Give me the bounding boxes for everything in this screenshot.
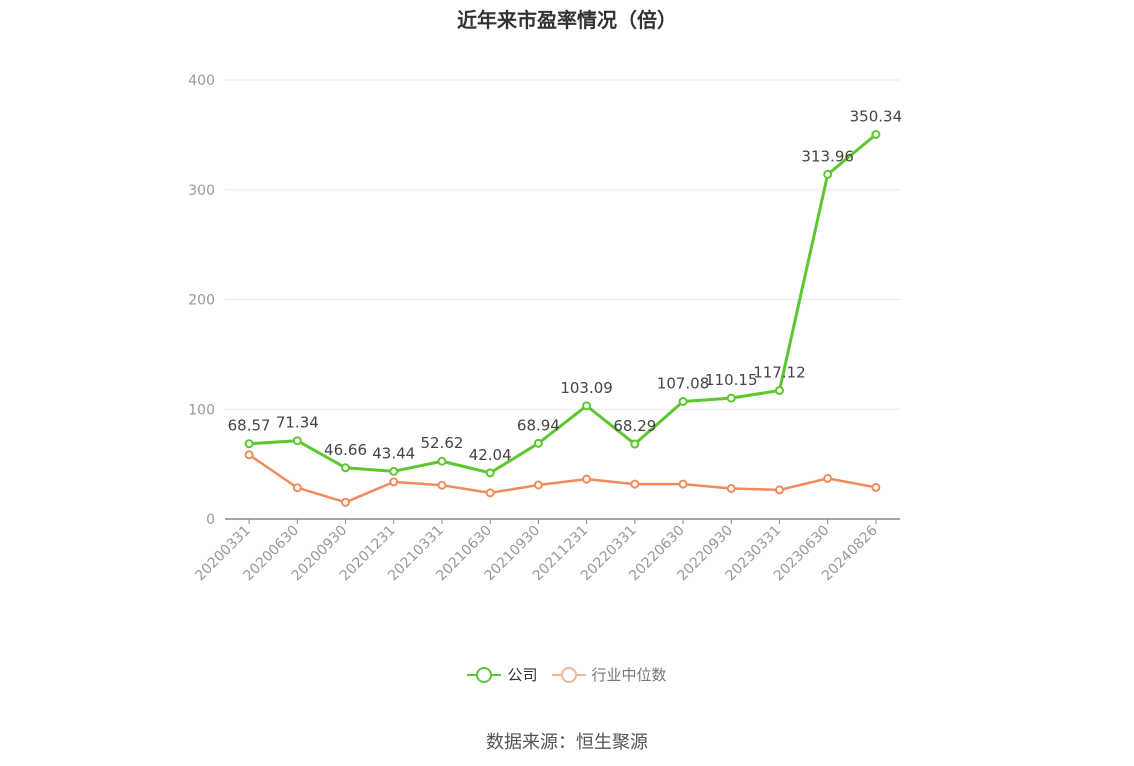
company-data-label: 46.66 [324,441,367,459]
company-point [774,385,784,395]
data-labels: 68.57 71.34 46.66 43.44 52.62 42.04 68.94 103.0… [228,108,903,464]
company-point [630,439,640,449]
industry-point [582,474,592,484]
company-point [292,436,302,446]
legend-industry-marker-icon [551,665,586,685]
company-data-label: 117.12 [753,363,806,381]
company-point [437,456,447,466]
legend-industry-label: 行业中位数 [591,666,667,684]
legend-item-company[interactable]: 公司 [467,664,538,685]
legend-company-marker-icon [467,665,502,685]
legend-item-industry[interactable]: 行业中位数 [551,664,667,685]
industry-point [678,479,688,489]
industry-point [871,482,881,492]
company-data-label: 107.08 [657,374,710,392]
company-data-label: 350.34 [850,108,903,126]
industry-point [244,450,254,460]
company-data-label: 68.94 [517,416,560,434]
company-point [533,438,543,448]
legend-company-label: 公司 [507,666,538,684]
industry-point [533,480,543,490]
company-data-label: 71.34 [276,414,319,432]
company-data-label: 68.29 [613,417,656,435]
company-point [485,468,495,478]
y-tick-label: 300 [188,183,215,199]
company-point [341,463,351,473]
industry-point [726,483,736,493]
y-tick-label: 0 [206,512,215,528]
company-point [823,169,833,179]
company-data-label: 43.44 [372,444,415,462]
industry-point [774,485,784,495]
industry-point [389,477,399,487]
series [244,130,881,507]
company-data-label: 42.04 [469,446,512,464]
source-note: 数据来源：恒生聚源 [486,732,648,753]
industry-point [437,480,447,490]
company-point [389,466,399,476]
grid-lines [225,79,900,410]
industry-point [823,473,833,483]
industry-point [485,488,495,498]
y-tick-label: 100 [188,402,215,418]
legend: 公司 行业中位数 [0,664,1134,685]
company-point [871,130,881,140]
company-point [582,401,592,411]
y-tick-label: 200 [188,293,215,309]
company-point [244,439,254,449]
industry-point [630,479,640,489]
industry-line [248,453,877,504]
company-data-label: 68.57 [228,417,271,435]
company-data-label: 52.62 [420,434,463,452]
chart-title: 近年来市盈率情况（倍） [457,8,677,32]
company-data-label: 313.96 [801,147,854,165]
industry-point [341,497,351,507]
y-tick-label: 400 [188,73,215,89]
company-data-label: 103.09 [560,379,613,397]
company-point [726,393,736,403]
company-point [678,396,688,406]
company-data-label: 110.15 [705,371,758,389]
industry-point [292,483,302,493]
company-line [249,133,877,475]
